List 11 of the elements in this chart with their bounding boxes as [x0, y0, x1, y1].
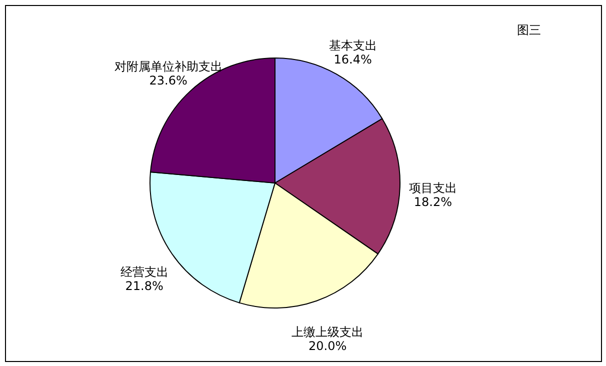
data-label: 21.8% [125, 278, 164, 293]
data-label: 23.6% [149, 73, 188, 88]
data-label: 16.4% [334, 52, 372, 67]
slice-label: 项目支出 [408, 180, 457, 195]
text: 图三 [517, 23, 541, 37]
slice-label: 基本支出 [328, 38, 377, 53]
data-label: 20.0% [308, 338, 347, 353]
slice-label: 经营支出 [120, 264, 168, 279]
data-label: 18.2% [414, 194, 452, 209]
slice-label: 上缴上级支出 [292, 324, 364, 339]
slice-label: 对附属单位补助支出 [114, 59, 222, 74]
